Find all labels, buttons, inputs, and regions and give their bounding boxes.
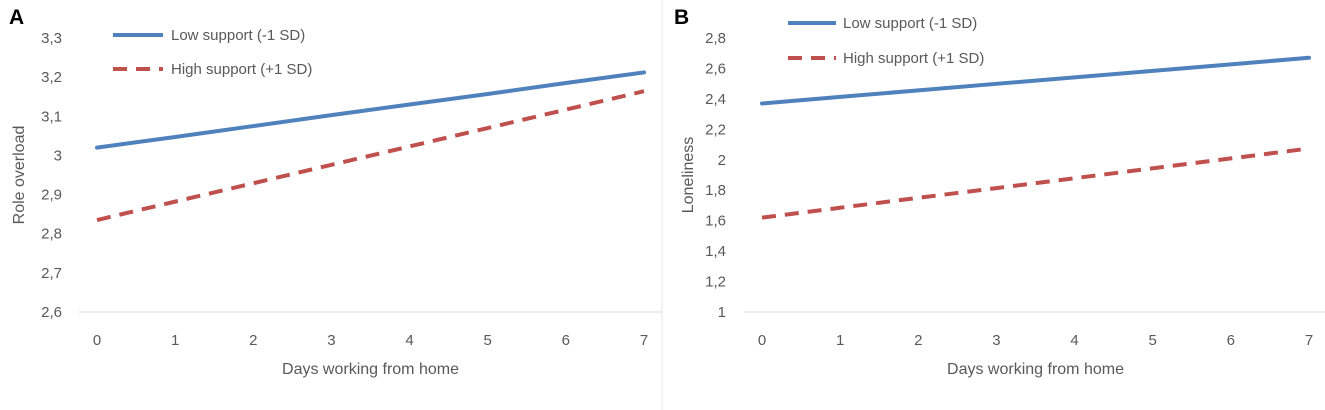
x-tick-label: 5	[1149, 332, 1157, 349]
panel-letter: B	[674, 6, 689, 29]
series-line-low-support	[95, 70, 646, 150]
x-tick-label: 0	[93, 332, 101, 349]
x-tick-label: 6	[1227, 332, 1235, 349]
panel-b: B 1 1,2 1,4 1,6 1,8 2 2,2 2,4 2,6 2,8 0 1 2 3 4 5 6 7 Lonel…	[674, 6, 1325, 378]
legend-label-high-support: High support (+1 SD)	[843, 50, 984, 67]
y-tick-label: 3	[54, 147, 62, 164]
y-tick-label: 3,1	[41, 108, 62, 125]
legend-label-low-support: Low support (-1 SD)	[843, 15, 977, 32]
x-tick-label: 4	[405, 332, 413, 349]
x-tick-label: 3	[992, 332, 1000, 349]
y-tick-label: 2,4	[705, 91, 726, 108]
y-tick-label: 3,3	[41, 30, 62, 47]
series-line-high-support	[96, 89, 645, 222]
y-tick-label: 2,6	[41, 304, 62, 321]
legend-label-low-support: Low support (-1 SD)	[171, 27, 305, 44]
x-tick-label: 1	[171, 332, 179, 349]
x-tick-label: 7	[640, 332, 648, 349]
x-axis-label: Days working from home	[282, 361, 459, 378]
y-tick-label: 2,8	[705, 30, 726, 47]
x-tick-label: 6	[562, 332, 570, 349]
x-tick-label: 3	[327, 332, 335, 349]
x-tick-label: 5	[484, 332, 492, 349]
x-tick-label: 2	[249, 332, 257, 349]
y-tick-label: 1,2	[705, 274, 726, 291]
y-tick-label: 2,6	[705, 60, 726, 77]
series-line-low-support	[760, 55, 1311, 106]
y-axis-label: Role overload	[11, 126, 28, 225]
panel-a: A 2,6 2,7 2,8 2,9 3 3,1 3,2 3,3 0 1 2 3 4 5 6 7 Role over…	[9, 6, 662, 378]
legend-label-high-support: High support (+1 SD)	[171, 61, 312, 78]
panel-letter: A	[9, 6, 24, 29]
y-tick-label: 2,9	[41, 187, 62, 204]
series-line-high-support	[761, 146, 1310, 220]
y-tick-label: 2,8	[41, 226, 62, 243]
x-tick-label: 0	[758, 332, 766, 349]
x-tick-label: 4	[1070, 332, 1078, 349]
y-tick-label: 2	[718, 152, 726, 169]
y-tick-label: 1	[718, 304, 726, 321]
y-tick-label: 2,2	[705, 121, 726, 138]
x-tick-label: 1	[836, 332, 844, 349]
x-axis-label: Days working from home	[947, 361, 1124, 378]
y-axis-label: Loneliness	[680, 137, 697, 214]
x-tick-label: 7	[1305, 332, 1313, 349]
y-tick-label: 1,8	[705, 182, 726, 199]
y-tick-label: 1,4	[705, 243, 726, 260]
y-tick-label: 3,2	[41, 69, 62, 86]
y-tick-label: 1,6	[705, 213, 726, 230]
x-tick-label: 2	[914, 332, 922, 349]
y-tick-label: 2,7	[41, 265, 62, 282]
